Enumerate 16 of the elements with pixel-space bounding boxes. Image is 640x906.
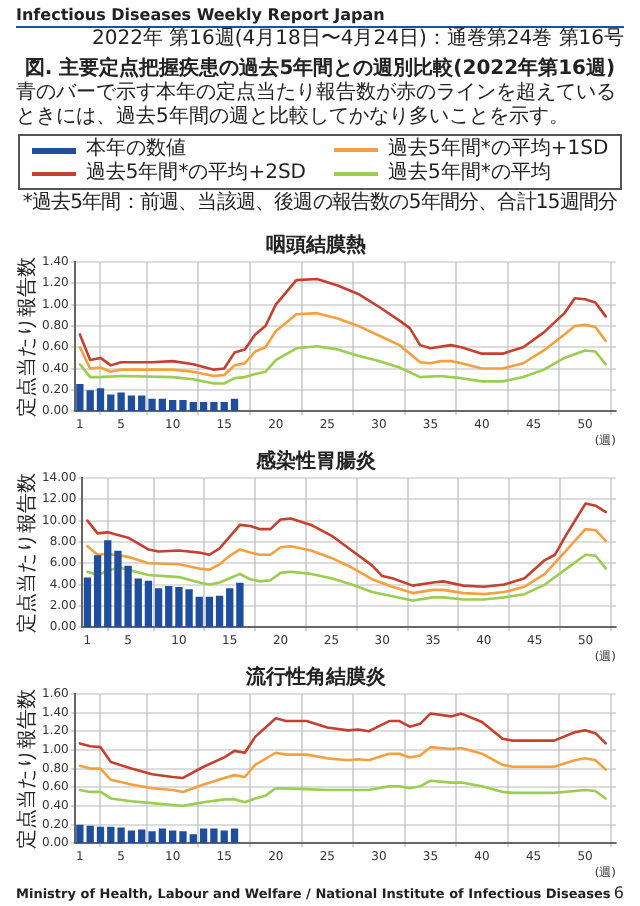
y-axis-title: 定点当たり報告数	[15, 472, 40, 633]
y-axis-title: 定点当たり報告数	[15, 256, 40, 417]
text: 6	[613, 884, 624, 902]
chart-title: 流行性角結膜炎	[244, 665, 388, 690]
chart-title: 感染性胃腸炎	[254, 449, 378, 474]
text: 図. 主要定点把握疾患の過去5年間との週別比較(2022年第16週)	[22, 56, 618, 81]
chart-title: 咽頭結膜熱	[266, 233, 366, 258]
legend-label: 過去5年間*の平均+1SD	[388, 138, 609, 161]
text: *過去5年間：前週、当該週、後週の報告数の5年間分、合計15週間分	[20, 192, 620, 216]
legend-label: 過去5年間*の平均+2SD	[85, 162, 306, 186]
text: 2022年 第16週(4月18日〜4月24日)：通巻第24巻 第16号	[90, 28, 624, 52]
text: 青のバーで示す本年の定点当たり報告数が赤のラインを超えているときには、過去5年間の週と比較してかなり多いことを示す。	[16, 82, 618, 130]
legend-label: 過去5年間*の平均	[388, 162, 551, 186]
legend-label: 本年の数値	[85, 138, 186, 161]
y-axis-title: 定点当たり報告数	[15, 688, 40, 849]
text: Infectious Diseases Weekly Report Japan	[16, 6, 624, 28]
